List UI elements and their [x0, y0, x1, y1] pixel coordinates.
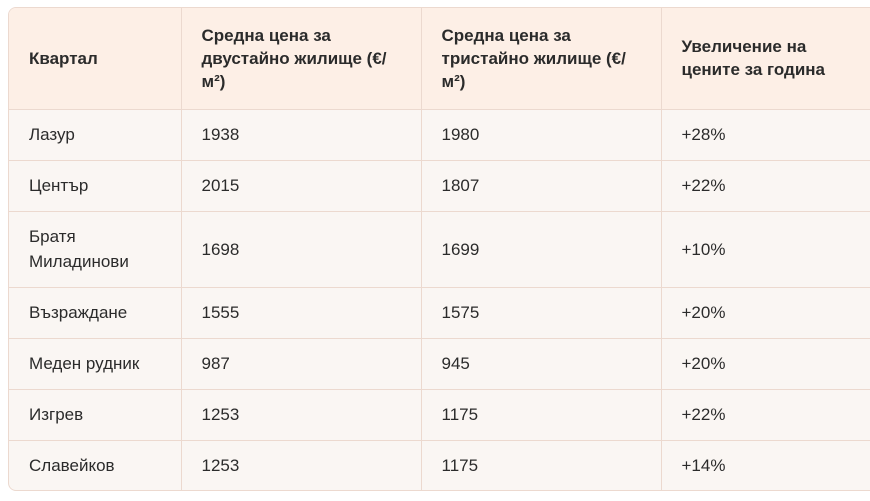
cell-two-room-price: 987 [181, 338, 422, 390]
cell-two-room-price: 1555 [181, 287, 422, 339]
table-row: Меден рудник 987 945 +20% [9, 338, 870, 390]
cell-three-room-price: 1175 [421, 440, 662, 490]
header-two-room-price: Средна цена за двустайно жилище (€/м²) [181, 8, 422, 110]
header-three-room-price: Средна цена за тристайно жилище (€/м²) [421, 8, 662, 110]
cell-district: Славейков [9, 440, 182, 490]
cell-yearly-increase: +28% [661, 109, 870, 161]
cell-yearly-increase: +22% [661, 389, 870, 441]
cell-three-room-price: 1175 [421, 389, 662, 441]
table-row: Лазур 1938 1980 +28% [9, 109, 870, 161]
cell-three-room-price: 1807 [421, 160, 662, 212]
cell-district: Възраждане [9, 287, 182, 339]
table-row: Изгрев 1253 1175 +22% [9, 389, 870, 441]
cell-three-room-price: 1980 [421, 109, 662, 161]
cell-yearly-increase: +20% [661, 338, 870, 390]
cell-three-room-price: 1699 [421, 211, 662, 288]
cell-three-room-price: 1575 [421, 287, 662, 339]
cell-district: Изгрев [9, 389, 182, 441]
cell-two-room-price: 1253 [181, 389, 422, 441]
data-table-container: Квартал Средна цена за двустайно жилище … [8, 7, 870, 491]
cell-two-room-price: 2015 [181, 160, 422, 212]
cell-two-room-price: 1938 [181, 109, 422, 161]
cell-district: Меден рудник [9, 338, 182, 390]
cell-district: Лазур [9, 109, 182, 161]
header-row: Квартал Средна цена за двустайно жилище … [9, 8, 870, 110]
cell-yearly-increase: +14% [681, 456, 726, 476]
cell-district: Братя Миладинови [9, 211, 182, 288]
header-yearly-increase: Увеличение на цените за година [661, 8, 870, 110]
cell-two-room-price: 1253 [181, 440, 422, 490]
table-row: Братя Миладинови 1698 1699 +10% [9, 211, 870, 288]
price-table: Квартал Средна цена за двустайно жилище … [9, 8, 870, 490]
cell-three-room-price: 945 [421, 338, 662, 390]
table-body: Лазур 1938 1980 +28% Център 2015 1807 +2… [9, 109, 870, 490]
cell-yearly-increase: +10% [661, 211, 870, 288]
table-row: Славейков 1253 1175 +14% [9, 440, 870, 490]
cell-district: Център [9, 160, 182, 212]
table-row: Център 2015 1807 +22% [9, 160, 870, 212]
table-header: Квартал Средна цена за двустайно жилище … [9, 8, 870, 110]
table-row: Възраждане 1555 1575 +20% [9, 287, 870, 339]
cell-two-room-price: 1698 [181, 211, 422, 288]
cell-yearly-increase: +22% [661, 160, 870, 212]
header-district: Квартал [9, 8, 182, 110]
cell-yearly-increase: +20% [661, 287, 870, 339]
